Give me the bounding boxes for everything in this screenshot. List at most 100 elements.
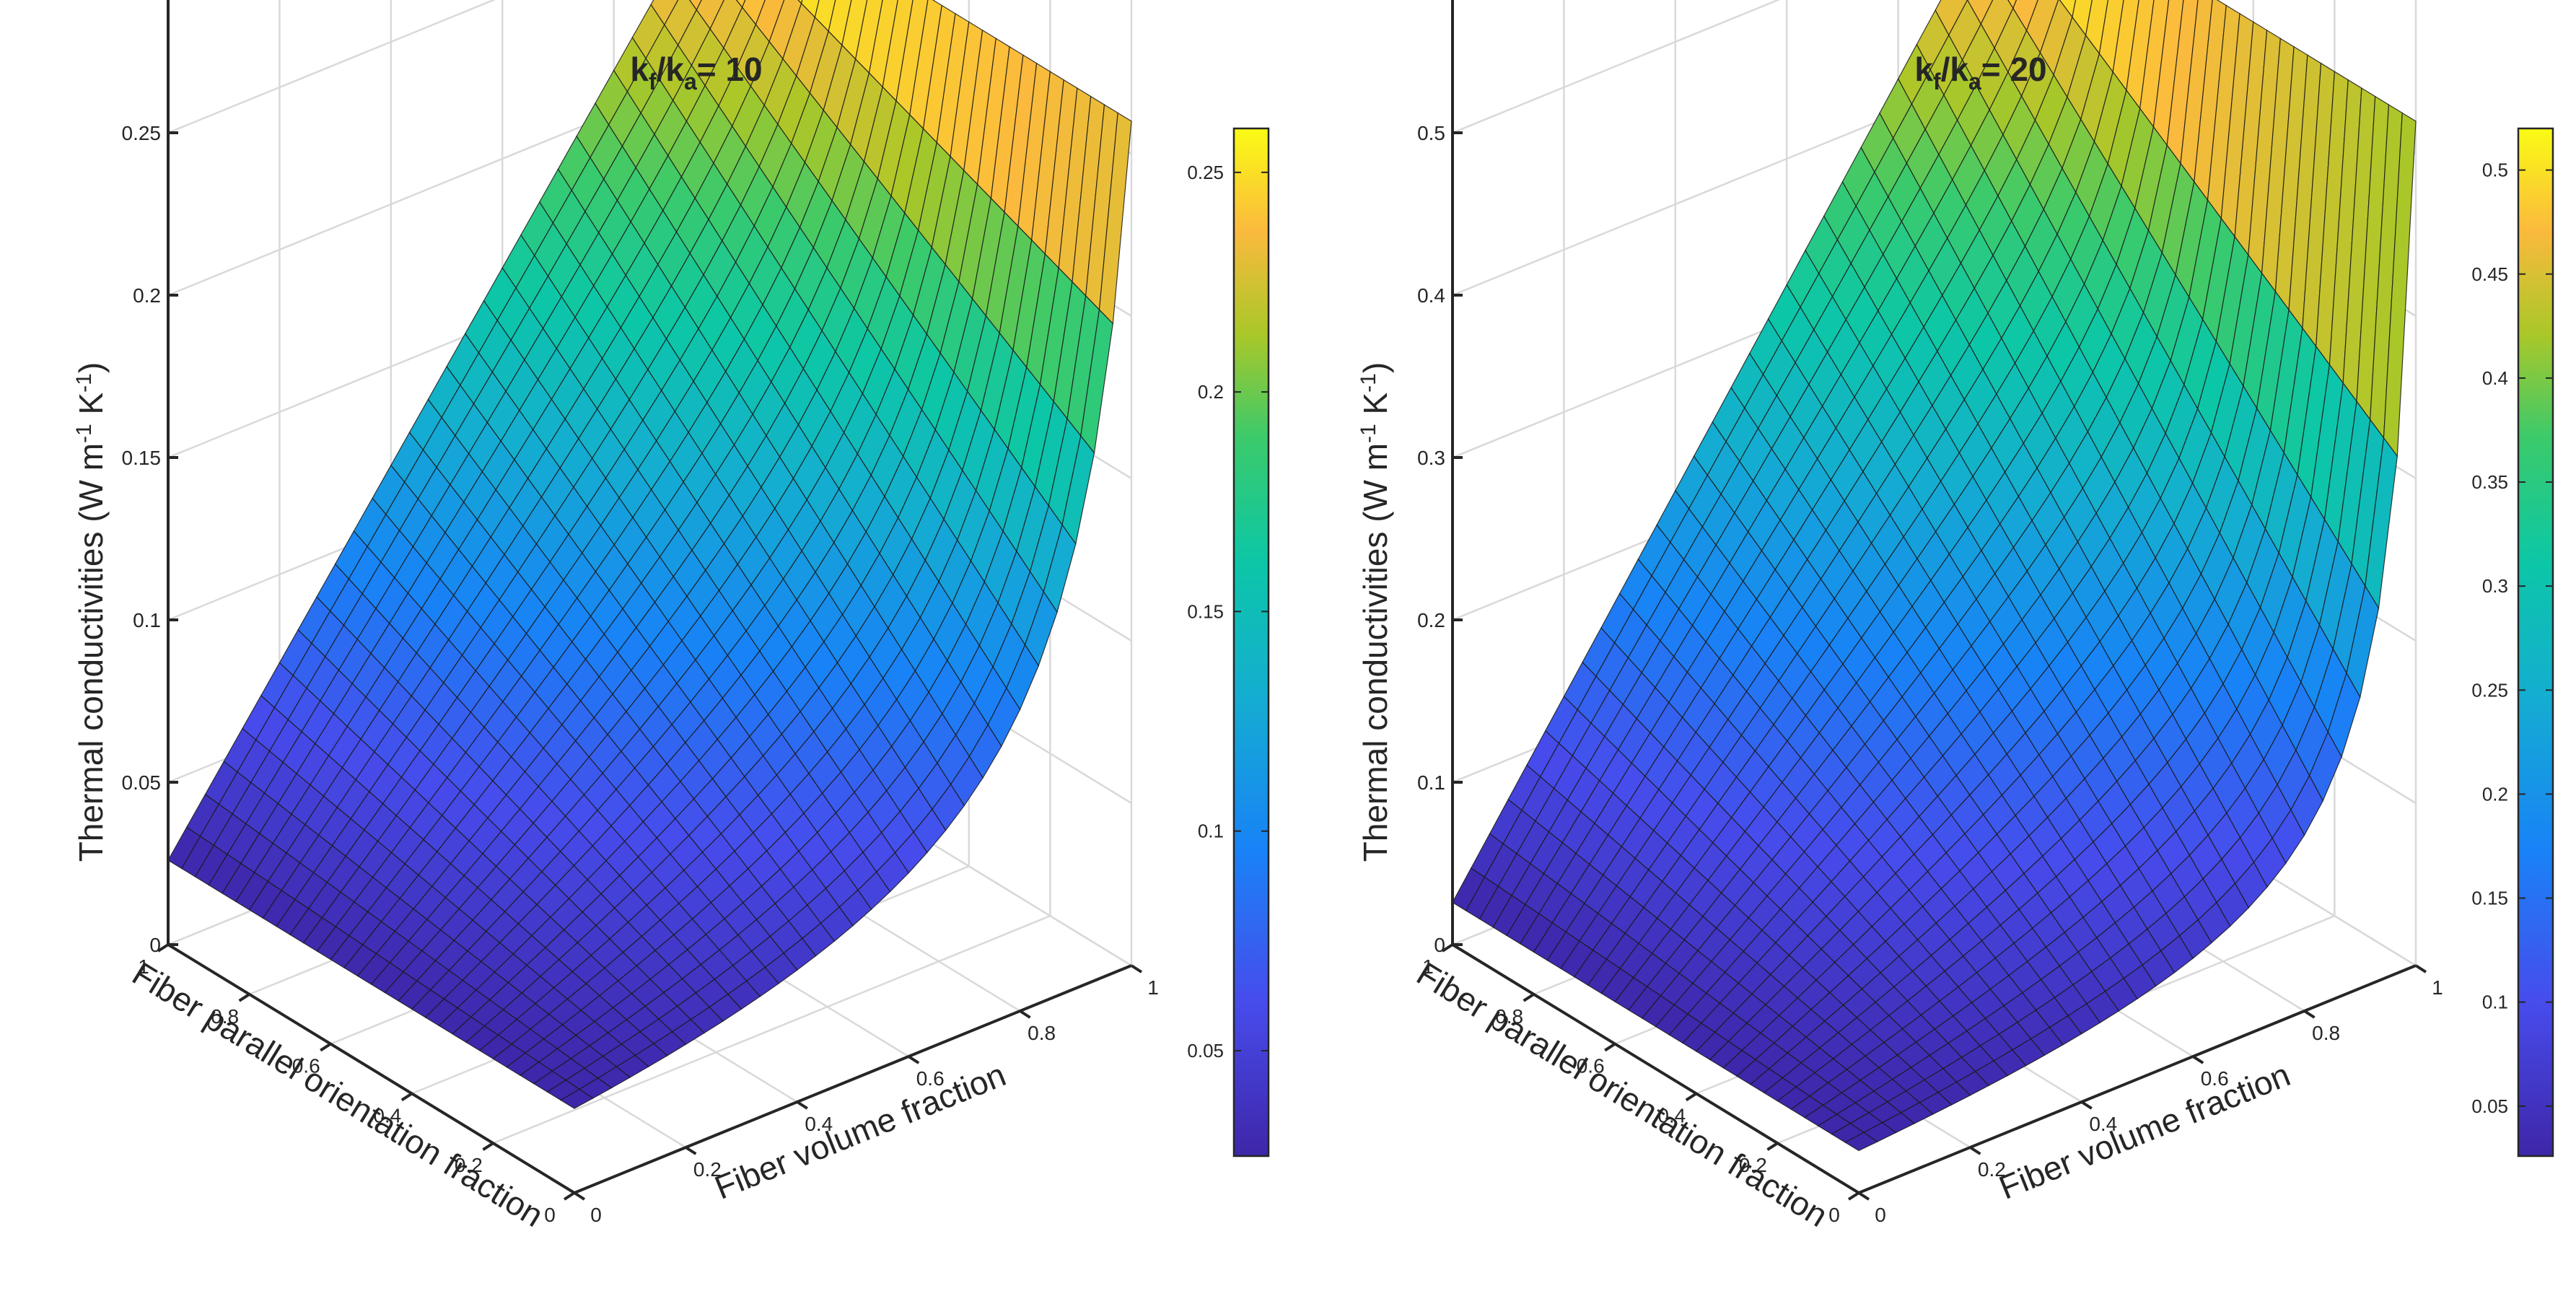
y-tick-label: 0.8 — [211, 1005, 239, 1028]
y-tick-label: 0.4 — [1657, 1104, 1686, 1126]
surface-patch — [560, 1088, 594, 1109]
title-text: k — [630, 51, 649, 88]
z-tick-label: 0.5 — [1417, 122, 1445, 144]
colorbar-tick-label: 0.45 — [2471, 263, 2508, 285]
x-tick-mark — [908, 1055, 920, 1064]
y-tick-label: 1 — [138, 955, 149, 978]
y-tick-mark — [563, 1191, 576, 1201]
colorbar-strip — [2517, 127, 2554, 1157]
title-text: = 20 — [1981, 51, 2047, 88]
colorbar-tick-label: 0.3 — [2482, 575, 2508, 597]
y-tick-label: 0.8 — [1495, 1005, 1523, 1028]
y-tick-mark — [400, 1092, 413, 1102]
z-tick-label: 0.1 — [1417, 771, 1445, 794]
y-tick-mark — [1685, 1092, 1697, 1102]
y-tick-mark — [1847, 1191, 1860, 1201]
x-tick-label: 0.6 — [916, 1067, 945, 1090]
gridline-y-floor — [492, 915, 1051, 1145]
y-tick-mark — [1604, 1042, 1616, 1052]
z-label-text: K — [1357, 393, 1394, 424]
z-axis-label: Thermal conductivities (W m-1 K-1) — [72, 362, 110, 862]
title-text: k — [1914, 51, 1933, 88]
colorbar-tick-label: 0.15 — [2471, 888, 2508, 909]
colorbar-tick-label: 0.1 — [1198, 820, 1224, 842]
x-tick-mark — [2080, 1100, 2093, 1110]
y-tick-label: 0.4 — [373, 1104, 401, 1126]
y-tick-mark — [1766, 1142, 1779, 1151]
y-tick-label: 1 — [1422, 955, 1434, 978]
axes-box: 00.20.40.60.8100.20.40.60.8100.050.10.15… — [122, 0, 1159, 1226]
y-tick-label: 0.6 — [292, 1055, 320, 1077]
colorbar: 0.05 0.1 0.15 0.2 0.25 0.3 0.35 0.4 0.45 0.5 — [2471, 127, 2554, 1157]
x-tick-mark — [1857, 1191, 1870, 1201]
z-tick-label: 0.1 — [133, 609, 161, 631]
z-tick-label: 0.2 — [1417, 609, 1445, 631]
colorbar-tick-label: 0.05 — [1187, 1040, 1224, 1062]
y-tick-label: 0 — [544, 1204, 556, 1226]
colorbar-tick-label: 0.4 — [2482, 367, 2508, 389]
x-tick-label: 0.4 — [2089, 1113, 2117, 1135]
x-tick-mark — [1969, 1146, 1981, 1155]
z-tick-label: 0.05 — [122, 771, 162, 794]
y-tick-mark — [1441, 943, 1454, 953]
colorbar-tick-label: 0.5 — [2482, 159, 2508, 181]
colorbar-tick-label: 0.25 — [2471, 679, 2508, 701]
y-tick-label: 0.2 — [1739, 1154, 1767, 1176]
z-label-text: K — [72, 393, 110, 424]
x-tick-mark — [1130, 964, 1143, 973]
y-tick-mark — [157, 943, 170, 953]
z-label-superscript: -1 — [1357, 424, 1380, 443]
y-tick-mark — [1523, 993, 1535, 1002]
surface-patch — [735, 0, 746, 9]
colorbar-tick-label: 0.1 — [2482, 992, 2508, 1013]
colorbar-tick-label: 0.25 — [1187, 162, 1224, 183]
y-tick-label: 0.6 — [1577, 1055, 1605, 1077]
surface — [1452, 0, 2417, 1152]
z-tick-label: 0 — [149, 934, 161, 956]
colorbar-tick-label: 0.15 — [1187, 600, 1224, 622]
colorbar-tick-label: 0.35 — [2471, 471, 2508, 493]
z-tick-label: 0.4 — [1417, 284, 1445, 307]
z-axis-label: Thermal conductivities (W m-1 K-1) — [1357, 362, 1394, 862]
colorbar-strip — [1232, 127, 1270, 1157]
panel-1: 00.20.40.60.8100.20.40.60.8100.050.10.15… — [72, 0, 1270, 1234]
title-subscript: a — [1968, 69, 1981, 95]
x-tick-label: 0.8 — [2312, 1022, 2340, 1044]
x-tick-label: 1 — [2432, 976, 2443, 999]
x-tick-mark — [685, 1146, 697, 1155]
chart-title: kf/ka= 10 — [630, 51, 762, 95]
colorbar: 0.05 0.1 0.15 0.2 0.25 — [1187, 127, 1270, 1157]
x-axis-label: Fiber volume fraction — [709, 1056, 1011, 1207]
y-tick-mark — [320, 1042, 332, 1052]
z-label-text: ) — [72, 362, 110, 373]
x-tick-label: 0.6 — [2201, 1067, 2229, 1090]
title-subscript: a — [684, 69, 697, 95]
colorbar-tick-label: 0.2 — [2482, 783, 2508, 805]
x-tick-label: 0.4 — [805, 1113, 833, 1135]
surface-patch — [2007, 0, 2018, 9]
y-tick-label: 0.2 — [455, 1154, 483, 1176]
x-axis-line — [1858, 964, 2417, 1194]
surface — [167, 0, 1132, 1109]
x-tick-label: 0.2 — [693, 1158, 722, 1181]
y-axis-line — [1451, 943, 1860, 1194]
x-tick-label: 1 — [1147, 976, 1159, 999]
chart-title: kf/ka= 20 — [1914, 51, 2046, 95]
title-text: /k — [657, 51, 685, 88]
z-label-superscript: -1 — [1357, 373, 1380, 393]
surface-patch — [688, 0, 702, 11]
y-tick-label: 0 — [1828, 1204, 1840, 1226]
y-axis-line — [167, 943, 576, 1194]
z-label-text: ) — [1357, 362, 1394, 373]
title-text: = 10 — [697, 51, 763, 88]
z-label-superscript: -1 — [72, 424, 96, 443]
x-tick-mark — [2192, 1055, 2204, 1064]
y-tick-mark — [238, 993, 250, 1002]
z-label-superscript: -1 — [72, 373, 96, 393]
title-subscript: f — [649, 69, 657, 95]
panel-2: 00.20.40.60.8100.20.40.60.8100.10.20.30.… — [1357, 0, 2554, 1234]
z-label-text: Thermal conductivities (W m — [72, 443, 110, 862]
z-tick-label: 0.15 — [122, 447, 162, 469]
